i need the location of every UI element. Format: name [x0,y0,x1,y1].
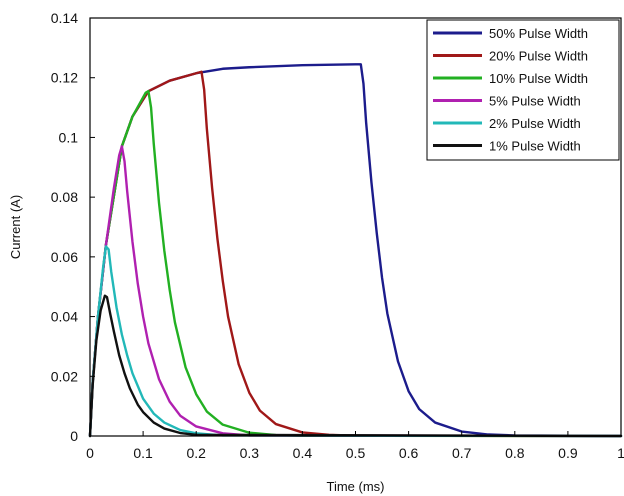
series-line-4 [88,245,623,438]
x-tick-label: 0.9 [558,445,578,461]
legend-label-5: 1% Pulse Width [489,139,581,154]
legend-label-0: 50% Pulse Width [489,26,588,41]
x-tick-label: 0.5 [346,445,366,461]
axis-ticks: 0 0.1 0.2 0.3 0.4 0.5 0.6 0.7 0.8 0.9 1 0 0.02 0.04 0.… [51,10,624,461]
x-tick-label: 0.6 [399,445,419,461]
legend: 50% Pulse Width 20% Pulse Width 10% Pulse … [426,19,620,161]
legend-label-3: 5% Pulse Width [489,94,581,109]
y-tick-label: 0.14 [51,10,78,26]
x-axis-label: Time (ms) [326,479,384,494]
x-tick-label: 0.2 [186,445,206,461]
legend-box [426,19,620,161]
legend-label-1: 20% Pulse Width [489,49,588,64]
series-line-5 [88,294,623,438]
series-layer [88,63,623,438]
y-tick-label: 0.08 [51,189,78,205]
x-tick-label: 0 [86,445,94,461]
y-tick-label: 0.12 [51,70,78,86]
y-tick-label: 0.02 [51,368,78,384]
y-axis-label: Current (A) [8,195,23,259]
series-line-3 [88,145,623,438]
x-tick-label: 1 [617,445,624,461]
legend-label-4: 2% Pulse Width [489,116,581,131]
x-tick-label: 0.8 [505,445,525,461]
y-tick-label: 0.06 [51,249,78,265]
x-tick-label: 0.1 [133,445,153,461]
y-tick-label: 0.1 [59,129,79,145]
x-tick-label: 0.4 [293,445,313,461]
x-tick-label: 0.7 [452,445,472,461]
y-tick-label: 0.04 [51,309,78,325]
y-tick-label: 0 [70,428,78,444]
legend-label-2: 10% Pulse Width [489,71,588,86]
x-tick-label: 0.3 [240,445,260,461]
